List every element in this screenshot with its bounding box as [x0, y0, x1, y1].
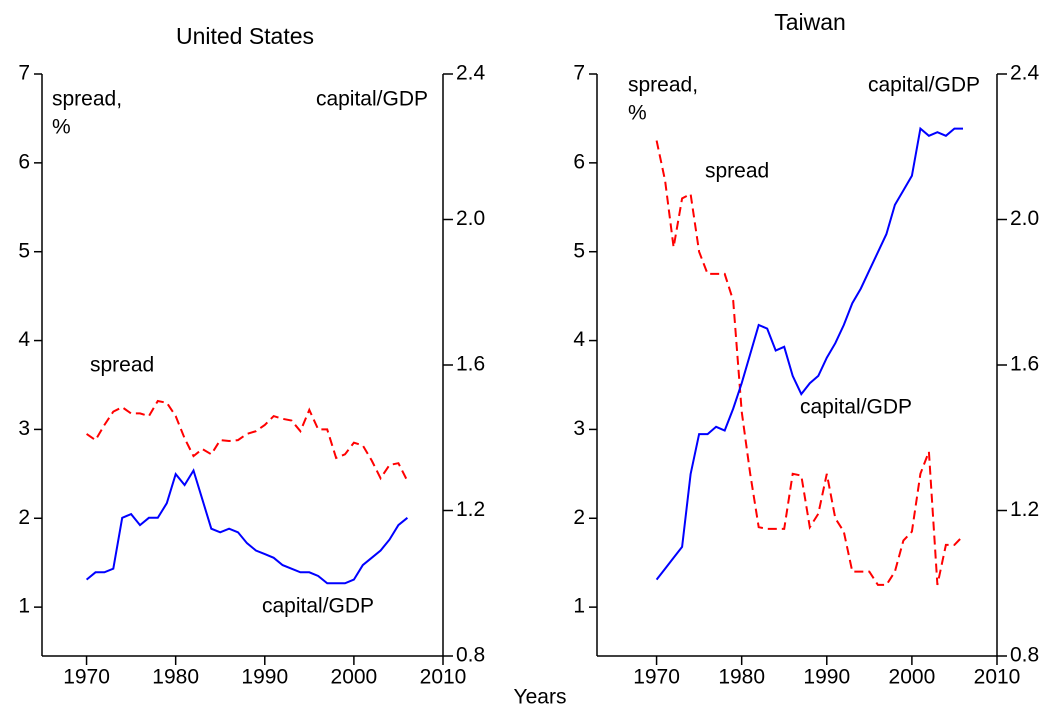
y-tick-label: 5	[573, 239, 585, 262]
x-tick-label: 1970	[63, 666, 110, 689]
y-tick-label: 7	[573, 62, 585, 85]
x-tick-label: 2010	[974, 666, 1021, 689]
y2-tick-label: 2.4	[1010, 62, 1040, 85]
x-tick-label: 1990	[803, 666, 850, 689]
y2-tick-label: 1.6	[456, 353, 485, 376]
x-tick-label: 1980	[152, 666, 199, 689]
y2-axis-label: capital/GDP	[316, 88, 428, 111]
y2-tick-label: 0.8	[456, 644, 485, 667]
y-axis-label: %	[628, 102, 647, 125]
series-line	[655, 140, 964, 586]
x-axis-label: Years	[514, 686, 567, 709]
series-annotation: capital/GDP	[262, 595, 374, 618]
y-axis-label: %	[52, 116, 71, 139]
x-tick-label: 1980	[718, 666, 765, 689]
y-tick-label: 3	[18, 417, 30, 440]
y2-tick-label: 1.2	[456, 498, 485, 521]
series-line	[86, 399, 409, 482]
y2-tick-label: 0.8	[1010, 644, 1039, 667]
y-tick-label: 6	[573, 150, 585, 173]
y2-tick-label: 1.6	[1010, 353, 1039, 376]
y-tick-label: 2	[573, 506, 585, 529]
series-annotation: spread	[90, 354, 154, 377]
x-tick-label: 2000	[331, 666, 378, 689]
y-tick-label: 4	[18, 328, 30, 351]
x-tick-label: 2010	[420, 666, 467, 689]
y-axis-label: spread,	[628, 74, 698, 97]
series-annotation: capital/GDP	[800, 396, 912, 419]
y-tick-label: 4	[573, 328, 585, 351]
y2-tick-label: 2.0	[456, 207, 485, 230]
y2-axis-label: capital/GDP	[868, 74, 980, 97]
y-tick-label: 6	[18, 150, 30, 173]
y-tick-label: 1	[18, 595, 30, 618]
chart-title: Taiwan	[774, 9, 846, 35]
y2-tick-label: 2.0	[1010, 207, 1039, 230]
x-tick-label: 1990	[241, 666, 288, 689]
x-tick-label: 1970	[633, 666, 680, 689]
y2-tick-label: 1.2	[1010, 498, 1039, 521]
y-tick-label: 1	[573, 595, 585, 618]
y-tick-label: 7	[18, 62, 30, 85]
series-line	[85, 468, 409, 585]
y2-tick-label: 2.4	[456, 62, 486, 85]
y-tick-label: 3	[573, 417, 585, 440]
y-tick-label: 5	[18, 239, 30, 262]
y-tick-label: 2	[18, 506, 30, 529]
y-axis-label: spread,	[52, 88, 122, 111]
chart-title: United States	[176, 23, 314, 49]
x-tick-label: 2000	[889, 666, 936, 689]
series-annotation: spread	[705, 160, 769, 183]
series-line	[655, 126, 963, 581]
